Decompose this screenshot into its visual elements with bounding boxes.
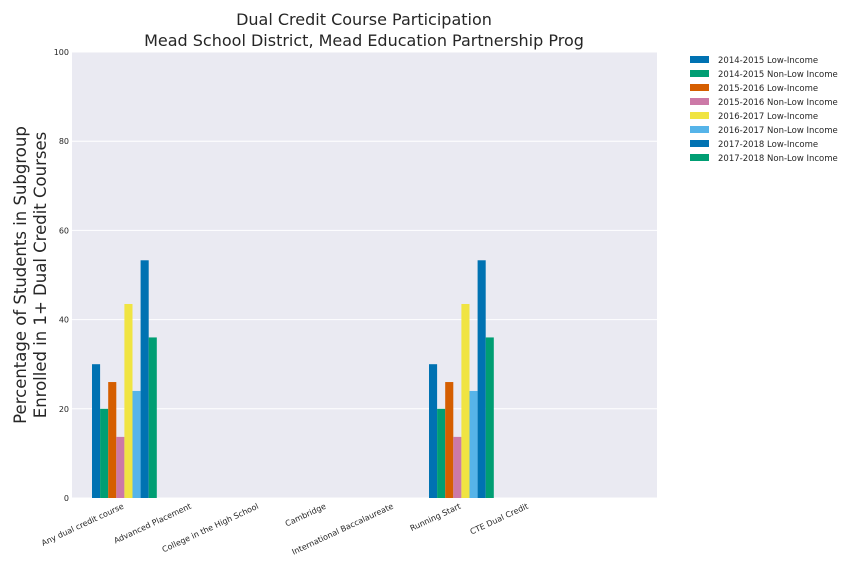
- legend-label: 2014-2015 Low-Income: [718, 56, 818, 66]
- bar: [429, 364, 438, 498]
- y-tick-label: 80: [59, 137, 69, 146]
- legend-swatch: [690, 154, 709, 161]
- gridlines: [72, 51, 657, 499]
- bars: [92, 260, 494, 498]
- legend-label: 2017-2018 Non-Low Income: [718, 154, 838, 164]
- bar: [92, 364, 101, 498]
- y-tick-label: 60: [59, 226, 69, 235]
- legend-swatch: [690, 112, 709, 119]
- bar: [116, 436, 125, 498]
- bar: [485, 337, 494, 498]
- bar: [461, 303, 470, 498]
- bar: [469, 390, 478, 498]
- bar: [100, 408, 109, 498]
- chart-title-line-2: Mead School District, Mead Education Par…: [144, 31, 584, 50]
- legend-label: 2015-2016 Non-Low Income: [718, 98, 838, 108]
- legend-label: 2015-2016 Low-Income: [718, 84, 818, 94]
- legend-swatch: [690, 140, 709, 147]
- x-tick-label: Running Start: [409, 502, 463, 533]
- y-tick-label: 0: [64, 494, 69, 503]
- chart-title-line-1: Dual Credit Course Participation: [236, 10, 492, 29]
- bar: [477, 260, 486, 498]
- legend-label: 2016-2017 Low-Income: [718, 112, 818, 122]
- bar: [437, 408, 446, 498]
- y-tick-label: 100: [54, 48, 69, 57]
- y-tick-labels: 0 20 40 60 80 100: [54, 48, 69, 503]
- bar: [445, 382, 454, 498]
- y-tick-label: 20: [59, 405, 69, 414]
- bar: [108, 382, 117, 498]
- legend-label: 2016-2017 Non-Low Income: [718, 126, 838, 136]
- legend-label: 2014-2015 Non-Low Income: [718, 70, 838, 80]
- y-axis-label-line-2: Enrolled in 1+ Dual Credit Courses: [31, 132, 50, 418]
- plot-area: [72, 52, 657, 498]
- y-tick-label: 40: [59, 316, 69, 325]
- legend-label: 2017-2018 Low-Income: [718, 140, 818, 150]
- legend: 2014-2015 Low-Income 2014-2015 Non-Low In…: [690, 56, 838, 164]
- bar: [132, 390, 141, 498]
- bar: [453, 436, 462, 498]
- legend-swatch: [690, 126, 709, 133]
- x-tick-label: CTE Dual Credit: [469, 502, 530, 537]
- x-tick-label: Any dual credit course: [40, 502, 125, 548]
- y-axis-label-line-1: Percentage of Students in Subgroup: [11, 126, 30, 424]
- legend-swatch: [690, 98, 709, 105]
- legend-swatch: [690, 70, 709, 77]
- legend-swatch: [690, 56, 709, 63]
- legend-swatch: [690, 84, 709, 91]
- bar: [148, 337, 157, 498]
- bar: [140, 260, 149, 498]
- bar: [124, 303, 133, 498]
- x-tick-label: Cambridge: [284, 502, 328, 529]
